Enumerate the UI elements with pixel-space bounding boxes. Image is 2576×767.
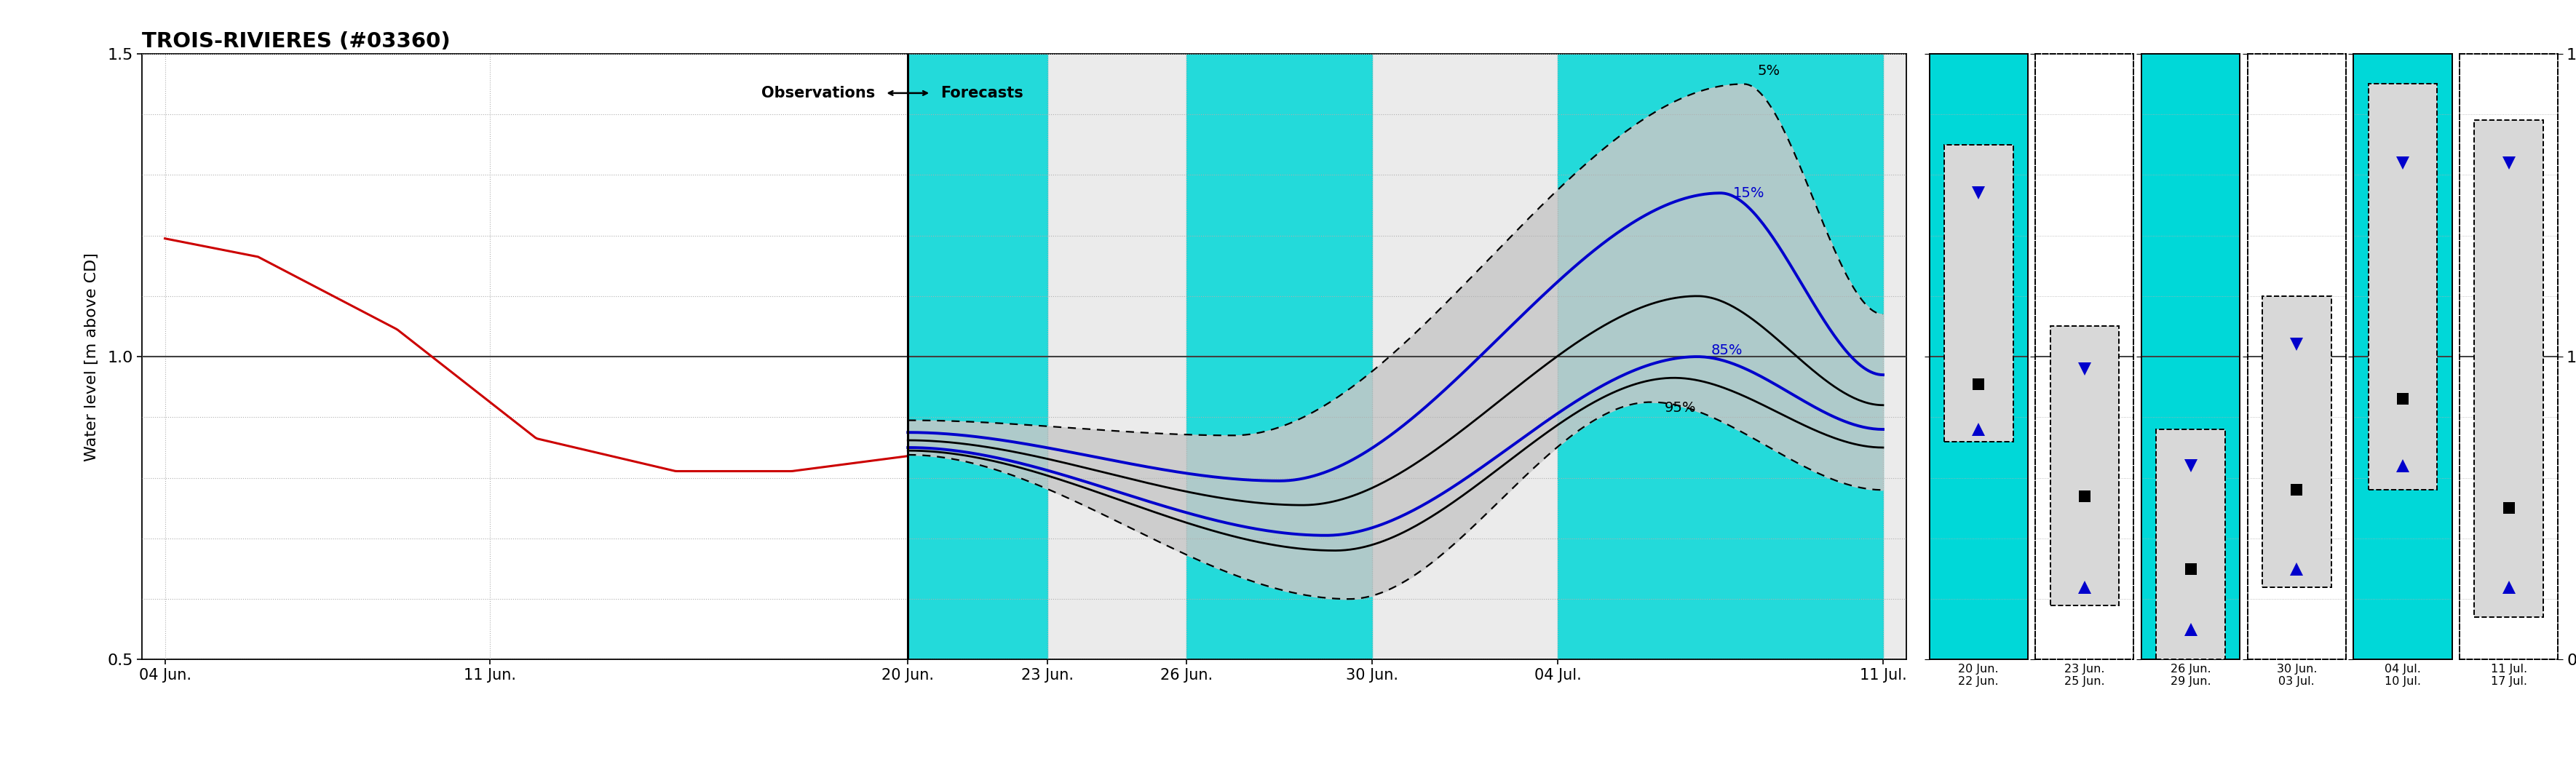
Y-axis label: Water level [m above CD]: Water level [m above CD] [85, 252, 98, 461]
Bar [907, 54, 1906, 660]
X-axis label: 23 Jun.
25 Jun.: 23 Jun. 25 Jun. [2063, 663, 2105, 687]
Bar [2262, 296, 2331, 587]
Bar [1188, 54, 1373, 660]
Text: Forecasts: Forecasts [940, 86, 1023, 100]
Bar [907, 54, 1048, 660]
X-axis label: 30 Jun.
03 Jul.: 30 Jun. 03 Jul. [2277, 663, 2316, 687]
X-axis label: 11 Jul.
17 Jul.: 11 Jul. 17 Jul. [2491, 663, 2527, 687]
Text: 95%: 95% [1664, 401, 1698, 415]
Text: 5%: 5% [1757, 64, 1780, 78]
Bar [2050, 326, 2120, 605]
Bar [1945, 144, 2012, 442]
Text: 15%: 15% [1734, 186, 1765, 200]
Bar [2156, 430, 2226, 660]
Bar [2367, 84, 2437, 490]
Text: TROIS-RIVIERES (#03360): TROIS-RIVIERES (#03360) [142, 31, 451, 52]
Text: 85%: 85% [1710, 344, 1744, 357]
X-axis label: 04 Jul.
10 Jul.: 04 Jul. 10 Jul. [2385, 663, 2421, 687]
Bar [2476, 120, 2543, 617]
X-axis label: 26 Jun.
29 Jun.: 26 Jun. 29 Jun. [2172, 663, 2210, 687]
Bar [1558, 54, 1883, 660]
Text: Observations: Observations [762, 86, 876, 100]
X-axis label: 20 Jun.
22 Jun.: 20 Jun. 22 Jun. [1958, 663, 1999, 687]
